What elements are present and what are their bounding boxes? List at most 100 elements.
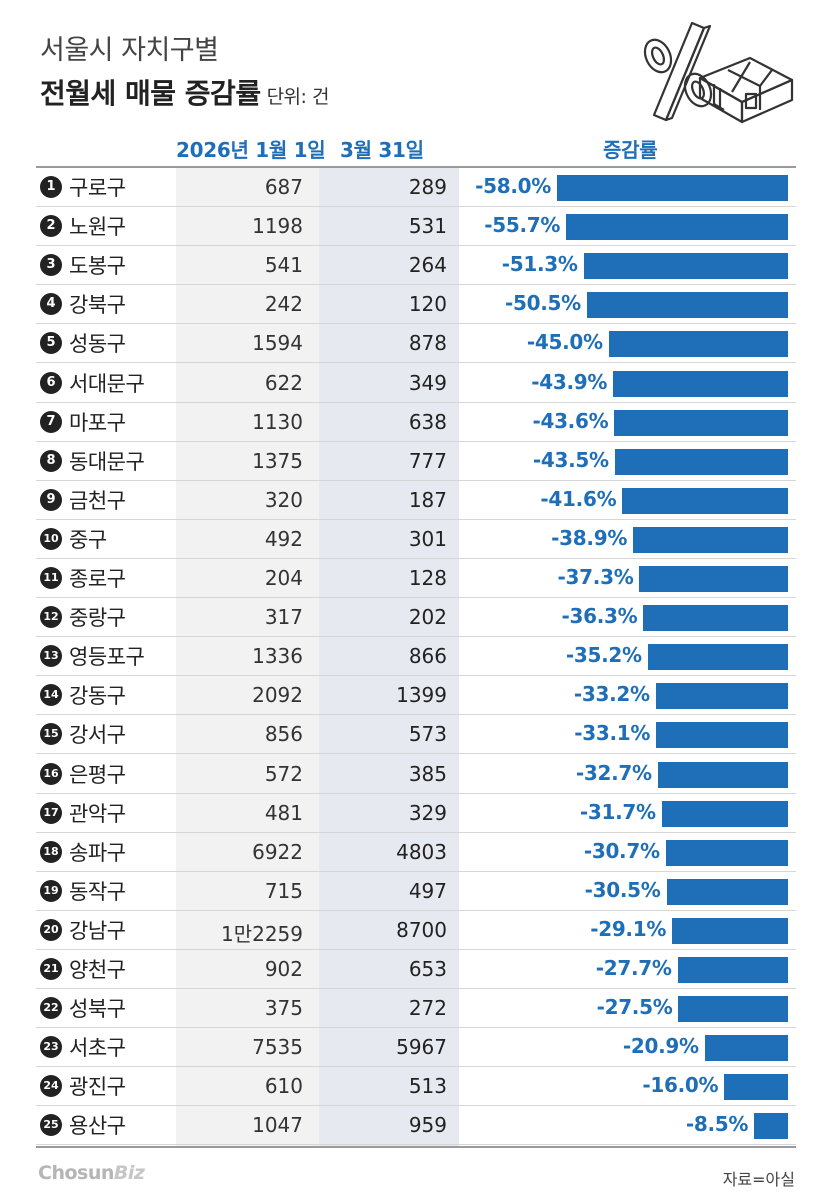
district-name: 종로구 [69, 567, 126, 591]
rank-badge: 7 [40, 410, 62, 433]
district-name: 성북구 [69, 997, 126, 1022]
change-label: -20.9% [622, 1034, 699, 1059]
district-name: 중구 [69, 527, 107, 552]
jan1-value: 317 [264, 605, 303, 630]
mar31-value: 349 [408, 370, 447, 395]
rank-badge: 1 [40, 176, 62, 198]
district-name: 서초구 [69, 1036, 126, 1061]
rank-badge: 10 [40, 527, 62, 550]
rank-badge: 22 [40, 997, 62, 1020]
mar31-value: 5967 [396, 1035, 447, 1060]
table-bottom-rule [36, 1146, 796, 1148]
rank-badge: 13 [40, 645, 62, 668]
chart-title-main: 전월세 매물 증감률 [40, 77, 261, 110]
jan1-value: 622 [264, 370, 303, 395]
district-name: 용산구 [69, 1114, 126, 1139]
chart-title-line2: 전월세 매물 증감률 단위: 건 [40, 72, 329, 112]
change-bar [639, 566, 788, 592]
table-row: 22 성북구 375 272 -27.5% [36, 989, 796, 1029]
table-row: 4 강북구 242 120 -50.5% [36, 285, 796, 325]
table-row: 21 양천구 902 653 -27.7% [36, 950, 796, 989]
jan1-value: 1130 [252, 409, 303, 434]
column-header-mar31: 3월 31일 [340, 138, 424, 162]
change-label: -27.5% [596, 995, 673, 1020]
change-label: -45.0% [526, 330, 603, 355]
district-name: 도봉구 [69, 254, 126, 279]
mar31-value: 531 [408, 214, 447, 239]
change-bar [643, 605, 788, 632]
mar31-value: 187 [408, 487, 447, 512]
change-bar [566, 214, 788, 241]
district-name: 강북구 [69, 293, 126, 318]
rank-badge: 24 [40, 1075, 62, 1098]
unit-label: 단위: 건 [266, 86, 330, 108]
rank-badge: 3 [40, 254, 62, 277]
mar31-value: 264 [408, 253, 447, 278]
district-name: 강남구 [69, 918, 126, 943]
jan1-value: 204 [264, 566, 303, 590]
jan1-value: 687 [264, 175, 303, 199]
table-row: 16 은평구 572 385 -32.7% [36, 755, 796, 794]
change-label: -36.3% [561, 604, 638, 629]
rank-badge: 25 [40, 1114, 62, 1137]
change-label: -43.5% [532, 447, 609, 472]
jan1-value: 492 [264, 526, 303, 551]
mar31-value: 289 [408, 175, 447, 199]
mar31-value: 777 [408, 448, 447, 473]
change-label: -33.1% [574, 721, 651, 746]
jan1-value: 2092 [252, 683, 303, 708]
change-label: -16.0% [642, 1073, 719, 1098]
table-row: 13 영등포구 1336 866 -35.2% [36, 637, 796, 677]
jan1-value: 1047 [252, 1113, 303, 1138]
change-bar [657, 761, 788, 788]
change-label: -33.2% [573, 682, 650, 707]
change-bar [661, 800, 788, 827]
table-row: 15 강서구 856 573 -33.1% [36, 715, 796, 755]
change-bar [678, 996, 788, 1023]
table-row: 5 성동구 1594 878 -45.0% [36, 324, 796, 364]
column-header-change: 증감률 [603, 138, 658, 162]
jan1-value: 902 [264, 957, 303, 981]
district-name: 영등포구 [69, 645, 145, 670]
mar31-value: 128 [408, 566, 447, 590]
rank-badge: 16 [40, 762, 62, 785]
change-label: -32.7% [575, 760, 652, 785]
logo-main-text: Chosun [38, 1162, 114, 1184]
change-label: -27.7% [595, 956, 672, 980]
change-bar [583, 253, 788, 280]
jan1-value: 1375 [252, 448, 303, 473]
rank-badge: 17 [40, 801, 62, 824]
mar31-value: 1399 [396, 683, 447, 708]
district-name: 마포구 [69, 410, 126, 435]
table-row: 2 노원구 1198 531 -55.7% [36, 207, 796, 247]
mar31-value: 301 [408, 526, 447, 551]
district-name: 성동구 [69, 332, 126, 357]
change-bar [633, 526, 788, 553]
change-label: -43.6% [532, 408, 609, 433]
rank-badge: 14 [40, 684, 62, 707]
table-row: 24 광진구 610 513 -16.0% [36, 1067, 796, 1107]
rank-badge: 2 [40, 215, 62, 238]
mar31-value: 653 [408, 957, 447, 981]
change-bar [614, 409, 788, 436]
table-row: 3 도봉구 541 264 -51.3% [36, 246, 796, 286]
rank-badge: 15 [40, 723, 62, 746]
mar31-value: 4803 [396, 839, 447, 864]
table-row: 11 종로구 204 128 -37.3% [36, 559, 796, 598]
jan1-value: 572 [264, 761, 303, 786]
jan1-value: 541 [264, 253, 303, 278]
jan1-value: 481 [264, 800, 303, 825]
jan1-value: 1198 [252, 214, 303, 239]
change-label: -55.7% [484, 213, 561, 238]
mar31-value: 878 [408, 331, 447, 356]
table-row: 1 구로구 687 289 -58.0% [36, 168, 796, 207]
change-bar [608, 331, 788, 358]
mar31-value: 573 [408, 722, 447, 747]
rank-badge: 20 [40, 918, 62, 941]
district-name: 송파구 [69, 840, 126, 865]
table-row: 7 마포구 1130 638 -43.6% [36, 403, 796, 442]
change-bar [586, 292, 788, 319]
change-label: -8.5% [685, 1112, 749, 1137]
table-row: 6 서대문구 622 349 -43.9% [36, 364, 796, 403]
rank-badge: 4 [40, 293, 62, 316]
